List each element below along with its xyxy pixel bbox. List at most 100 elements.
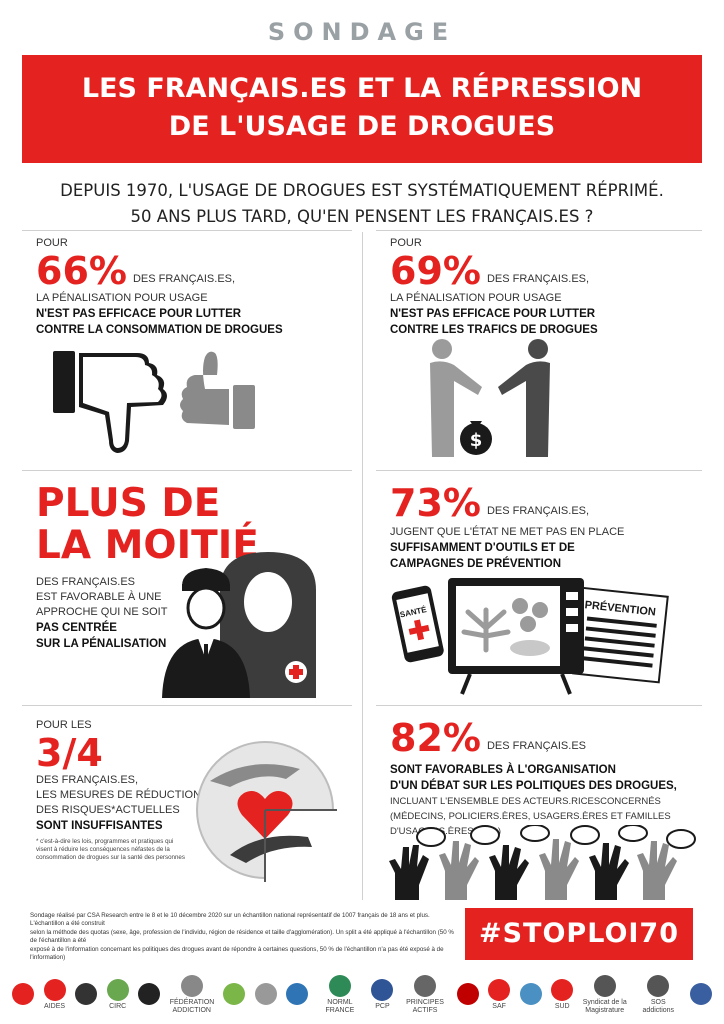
- stat-value: 66%: [36, 249, 127, 293]
- logo-mark-icon: [286, 983, 309, 1005]
- stat-bold-line: CONTRE LES TRAFICS DE DROGUES: [390, 324, 598, 336]
- logo-mark-icon: [328, 975, 351, 997]
- logo-mark-icon: [12, 983, 34, 1005]
- stat-bold-line: D'UN DÉBAT SUR LES POLITIQUES DES DROGUE…: [390, 780, 677, 792]
- pill-icon: [512, 598, 528, 614]
- media-icons: SANTÉ PRÉVENTION: [391, 578, 669, 695]
- kicker-title: SONDAGE: [267, 18, 457, 46]
- handshake-icon: $: [430, 339, 550, 457]
- newspaper-icon: [572, 586, 669, 684]
- stat-bold-line: PAS CENTRÉE: [36, 622, 117, 634]
- partner-logo: [254, 983, 277, 1007]
- partner-logo: [286, 983, 309, 1007]
- stat-subject: DES FRANÇAIS.ES,: [132, 273, 236, 285]
- powder-icon: [510, 640, 550, 656]
- intro-line-2: 50 ANS PLUS TARD, QU'EN PENSENT LES FRAN…: [130, 207, 594, 226]
- raised-hand-icon: [589, 843, 629, 900]
- partner-logo: [75, 983, 98, 1007]
- stat-prefix: POUR: [36, 237, 68, 249]
- partner-logo: [519, 983, 542, 1007]
- thumbs-down-icon: [53, 351, 167, 453]
- phone-icon: [391, 585, 444, 663]
- footnote-line: Sondage réalisé par CSA Research entre l…: [30, 912, 430, 928]
- partner-logo: FÉDÉRATION ADDICTION: [170, 975, 214, 1015]
- logo-mark-icon: [647, 975, 670, 997]
- logo-label: Syndicat de la Magistrature: [582, 999, 627, 1014]
- partner-logo: AIDES: [43, 979, 66, 1011]
- stat-value: 69%: [390, 249, 481, 293]
- debate-hands-icon: [389, 825, 696, 900]
- logo-mark-icon: [551, 979, 574, 1001]
- cannabis-leaf-icon: [461, 607, 511, 653]
- divider: [22, 470, 352, 471]
- logo-label: FÉDÉRATION ADDICTION: [169, 999, 215, 1014]
- stat-value-line-2: LA MOITIÉ: [36, 523, 259, 568]
- partner-logo: SAF: [488, 979, 511, 1011]
- partner-logo: PCP: [371, 979, 394, 1011]
- stat-block-82: 82% DES FRANÇAIS.ES SONT FAVORABLES À L'…: [390, 718, 724, 839]
- stat-value-line-1: PLUS DE: [36, 481, 221, 526]
- logo-mark-icon: [106, 979, 129, 1001]
- stat-line: DES FRANÇAIS.ES: [36, 576, 136, 588]
- title-line-1: LES FRANÇAIS.ES ET LA RÉPRESSION: [81, 73, 643, 104]
- vertical-divider: [362, 232, 363, 900]
- speech-bubble-icon: [570, 825, 600, 845]
- partner-logo: SUD: [551, 979, 574, 1011]
- harm-reduction-icon: [196, 741, 337, 882]
- hand-icon: [230, 835, 312, 863]
- logo-mark-icon: [519, 983, 542, 1005]
- partner-logo: [689, 983, 712, 1007]
- stat-bold-line: SONT FAVORABLES À L'ORGANISATION: [390, 764, 616, 776]
- divider: [376, 705, 702, 706]
- logo-mark-icon: [414, 975, 437, 997]
- stat-bold-line: N'EST PAS EFFICACE POUR LUTTER: [36, 308, 242, 320]
- divider: [376, 230, 702, 231]
- footnote-line: visent à réduire les conséquences néfast…: [36, 846, 170, 853]
- police-and-nurse-icon: [162, 552, 316, 698]
- dollar-icon: $: [470, 430, 483, 451]
- logo-mark-icon: [180, 975, 203, 997]
- stat-line: LA PÉNALISATION POUR USAGE: [36, 292, 208, 304]
- logo-label: CIRC: [109, 1003, 127, 1010]
- stat-bold-line: N'EST PAS EFFICACE POUR LUTTER: [390, 308, 596, 320]
- logo-label: SAF: [492, 1003, 506, 1010]
- page-title: LES FRANÇAIS.ES ET LA RÉPRESSION DE L'US…: [22, 70, 702, 146]
- logo-mark-icon: [75, 983, 98, 1005]
- stat-subject: DES FRANÇAIS.ES: [486, 740, 586, 752]
- stat-line: LA PÉNALISATION POUR USAGE: [390, 292, 562, 304]
- raised-hand-icon: [539, 839, 579, 900]
- stat-line: JUGENT QUE L'ÉTAT NE MET PAS EN PLACE: [390, 526, 625, 538]
- partner-logo: [12, 983, 34, 1007]
- partner-logo: [138, 983, 161, 1007]
- logo-mark-icon: [43, 979, 66, 1001]
- logo-label: PCP: [375, 1003, 390, 1010]
- logo-label: AIDES: [44, 1003, 66, 1010]
- police-officer-icon: [162, 568, 250, 698]
- tv-icon: [448, 578, 584, 695]
- partner-logos: AIDES CIRC FÉDÉRATION ADDICTION NORML FRANC…: [12, 975, 712, 1015]
- partner-logo: CIRC: [106, 979, 129, 1011]
- speech-bubble-icon: [666, 829, 696, 849]
- footnote-line: exposé à de l'information concernant les…: [30, 945, 444, 962]
- stat-bold-line: CAMPAGNES DE PRÉVENTION: [390, 558, 562, 570]
- stat-block-moitie: PLUS DE LA MOITIÉ DES FRANÇAIS.ES EST FA…: [36, 483, 259, 652]
- logo-mark-icon: [254, 983, 277, 1005]
- intro-line-1: DEPUIS 1970, L'USAGE DE DROGUES EST SYST…: [60, 181, 664, 200]
- pill-icon: [532, 602, 548, 618]
- divider: [22, 705, 352, 706]
- logo-mark-icon: [371, 979, 394, 1001]
- stat-bold-line: SONT INSUFFISANTES: [36, 820, 163, 832]
- logo-mark-icon: [223, 983, 246, 1005]
- raised-hand-icon: [439, 841, 479, 900]
- stat-subject: DES FRANÇAIS.ES,: [486, 505, 590, 517]
- stat-line: (MÉDECINS, POLICIERS.ÈRES, USAGERS.ÈRES …: [390, 811, 671, 837]
- divider: [22, 230, 352, 231]
- footnote-line: consommation de drogues sur la santé des…: [36, 854, 185, 861]
- stat-block-69: POUR 69% DES FRANÇAIS.ES, LA PÉNALISATIO…: [390, 236, 598, 338]
- partner-logo: NORML FRANCE: [318, 975, 362, 1015]
- hashtag-banner: #STOPLOI70: [465, 908, 693, 960]
- partner-logo: [223, 983, 246, 1007]
- stat-line: EST FAVORABLE À UNE: [36, 591, 162, 603]
- title-banner: [22, 55, 702, 163]
- stat-prefix: POUR LES: [36, 719, 92, 731]
